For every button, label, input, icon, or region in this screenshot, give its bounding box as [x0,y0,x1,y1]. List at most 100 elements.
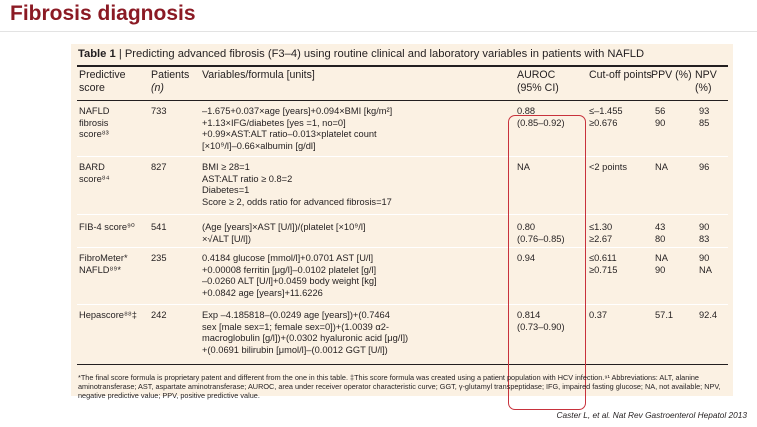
table-bottom-rule [77,364,728,365]
row-bard-patients: 827 [151,162,167,172]
ppv-line: 80 [655,233,666,244]
auroc-line: 0.80 [517,222,536,232]
score-line: fibrosis [79,117,109,128]
row-fib4-ppv: 43 80 [655,222,665,245]
slide-title: Fibrosis diagnosis [10,2,196,25]
table-panel: Table 1 | Predicting advanced fibrosis (… [71,44,733,410]
header-auroc-line: (95% CI) [517,82,559,94]
row-fibrometer-npv: 90 NA [699,253,712,276]
header-npv: NPV (%) [695,69,717,94]
header-score-line: score [79,82,105,94]
auroc-line: 0.88 [517,106,536,116]
row-fibrometer-score: FibroMeter* NAFLD⁸⁹* [79,253,128,276]
header-ppv: PPV (%) [651,69,692,81]
cutoff-line: ≥0.676 [589,117,618,128]
formula-line: 0.4184 glucose [mmol/l]+0.0701 AST [U/l] [202,253,374,263]
auroc-line: (0.73–0.90) [517,321,565,332]
auroc-highlight-box [508,115,586,410]
row-hepascore-patients: 242 [151,310,167,320]
header-variables: Variables/formula [units] [202,69,315,81]
row-separator [77,214,728,215]
formula-line: Diabetes=1 [202,185,250,196]
score-line: NAFLD⁸⁹* [79,264,121,275]
row-fib4-score: FIB-4 score⁹⁰ [79,222,135,232]
row-fibrometer-auroc: 0.94 [517,253,536,263]
row-separator [77,247,728,248]
header-score-line: Predictive [79,69,126,81]
row-nafld-ppv: 56 90 [655,106,665,129]
citation: Caster L, et al. Nat Rev Gastroenterol H… [556,410,747,420]
score-line: FibroMeter* [79,253,128,263]
formula-line: macroglobulin [g/l])+(0.0302 hyaluronic … [202,333,409,344]
npv-line: 83 [699,233,710,244]
row-separator [77,156,728,157]
cutoff-line: ≥2.67 [589,233,613,244]
row-nafld-score: NAFLD fibrosis score⁸³ [79,106,109,141]
table-caption-text: | Predicting advanced fibrosis (F3–4) us… [115,48,645,60]
row-fib4-cutoff: ≤1.30 ≥2.67 [589,222,612,245]
cutoff-line: ≥0.715 [589,264,618,275]
formula-line: sex [male sex=1; female sex=0])+(1.0039 … [202,321,390,332]
row-fibrometer-cutoff: ≤0.611 ≥0.715 [589,253,617,276]
header-patients-line: (n) [151,82,164,94]
formula-line: +0.0842 age [years]+11.6226 [202,287,323,298]
auroc-line: (0.76–0.85) [517,233,565,244]
auroc-line: 0.814 [517,310,541,320]
row-nafld-patients: 733 [151,106,167,116]
formula-line: +0.00008 ferritin [μg/l]–0.0102 platelet… [202,264,377,275]
row-fib4-auroc: 0.80 (0.76–0.85) [517,222,565,245]
score-line: BARD [79,162,105,172]
formula-line: Score ≥ 2, odds ratio for advanced fibro… [202,196,392,207]
formula-line: +(0.0691 bilirubin [μmol/l]–(0.0012 GGT … [202,344,388,355]
row-hepascore-npv: 92.4 [699,310,718,320]
table-caption: Table 1 | Predicting advanced fibrosis (… [78,48,644,60]
ppv-line: NA [655,253,668,263]
row-fibrometer-patients: 235 [151,253,167,263]
row-bard-cutoff: <2 points [589,162,627,172]
auroc-line: (0.85–0.92) [517,117,565,128]
cutoff-line: ≤–1.455 [589,106,623,116]
formula-line: BMI ≥ 28=1 [202,162,250,172]
row-separator [77,304,728,305]
header-bottom-rule [77,100,728,101]
ppv-line: 43 [655,222,666,232]
row-bard-ppv: NA [655,162,668,172]
header-patients: Patients (n) [151,69,189,95]
header-score: Predictive score [79,69,126,95]
title-divider [0,31,757,32]
score-line: score⁸⁴ [79,173,110,184]
header-auroc-line: AUROC [517,69,556,81]
row-fib4-formula: (Age [years]×AST [U/l])/(platelet [×10⁹/… [202,222,365,245]
formula-line: [×10⁹/l]–0.66×albumin [g/dl] [202,140,316,151]
row-bard-auroc: NA [517,162,530,172]
row-nafld-auroc: 0.88 (0.85–0.92) [517,106,565,129]
table-footnote: *The final score formula is proprietary … [78,373,721,401]
table-top-rule [77,65,728,67]
formula-line: ×√ALT [U/l]) [202,233,251,244]
ppv-line: 90 [655,117,666,128]
formula-line: Exp –4.185818–(0.0249 age [years])+(0.74… [202,310,390,320]
row-hepascore-formula: Exp –4.185818–(0.0249 age [years])+(0.74… [202,310,408,356]
row-hepascore-auroc: 0.814 (0.73–0.90) [517,310,565,333]
score-line: NAFLD [79,106,110,116]
row-hepascore-ppv: 57.1 [655,310,674,320]
table-label: Table 1 [78,48,116,60]
row-bard-score: BARD score⁸⁴ [79,162,110,185]
formula-line: AST:ALT ratio ≥ 0.8=2 [202,173,293,184]
header-cutoff: Cut-off points [589,69,652,81]
row-fibrometer-ppv: NA 90 [655,253,668,276]
header-patients-line: Patients [151,69,190,81]
ppv-line: 90 [655,264,666,275]
formula-line: (Age [years]×AST [U/l])/(platelet [×10⁹/… [202,222,366,232]
npv-line: NA [699,264,712,275]
formula-line: +0.99×AST:ALT ratio–0.013×platelet count [202,129,377,140]
row-fib4-patients: 541 [151,222,167,232]
row-nafld-cutoff: ≤–1.455 ≥0.676 [589,106,623,129]
row-hepascore-cutoff: 0.37 [589,310,608,320]
cutoff-line: ≤1.30 [589,222,613,232]
row-fib4-npv: 90 83 [699,222,709,245]
cutoff-line: ≤0.611 [589,253,617,263]
npv-line: 90 [699,222,710,232]
formula-line: –1.675+0.037×age [years]+0.094×BMI [kg/m… [202,106,393,116]
